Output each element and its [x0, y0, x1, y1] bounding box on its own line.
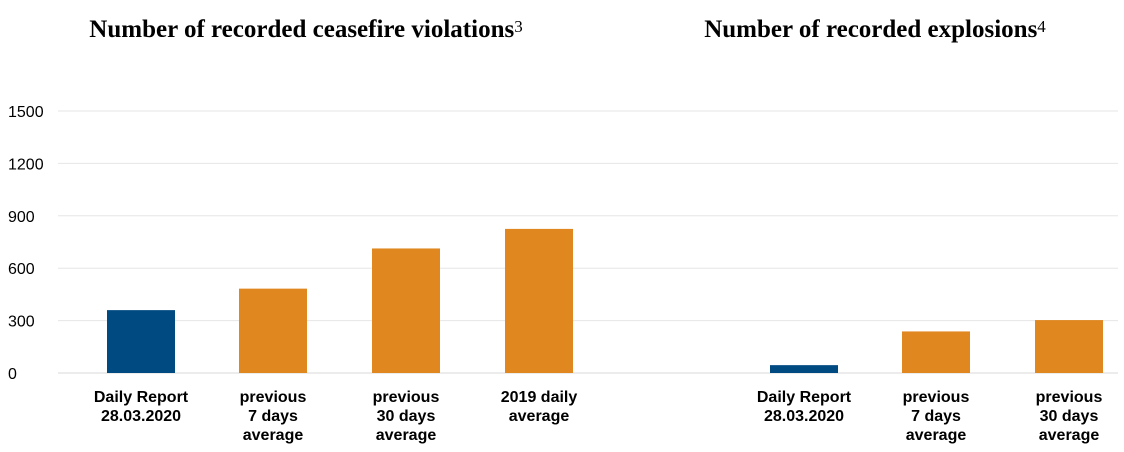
x-category-label: 28.03.2020	[764, 408, 844, 425]
x-category-label: average	[1039, 427, 1100, 444]
bar-explosions-0	[770, 365, 838, 373]
x-category-label: 2019 daily	[501, 389, 578, 406]
bar-ceasefire-3	[505, 228, 573, 373]
y-tick-label: 300	[8, 314, 35, 331]
y-tick-label: 0	[8, 366, 17, 383]
chart-title-explosions: Number of recorded explosions4	[704, 16, 1046, 43]
y-tick-label: 1200	[8, 156, 44, 173]
x-category-label: Daily Report	[757, 389, 852, 406]
bar-explosions-2	[1035, 320, 1103, 373]
bar-explosions-1	[902, 331, 970, 373]
x-category-label: 30 days	[377, 408, 436, 425]
x-category-label: 28.03.2020	[101, 408, 181, 425]
x-category-label: previous	[903, 389, 970, 406]
bar-ceasefire-0	[107, 310, 175, 373]
x-category-label: average	[509, 408, 570, 425]
x-category-label: 7 days	[911, 408, 961, 425]
x-category-label: previous	[373, 389, 440, 406]
x-category-label: previous	[1036, 389, 1103, 406]
x-category-label: 30 days	[1040, 408, 1099, 425]
y-tick-label: 1500	[8, 104, 44, 121]
x-category-label: average	[376, 427, 437, 444]
footnote-marker-4: 4	[1037, 17, 1046, 36]
bar-ceasefire-2	[372, 248, 440, 373]
y-tick-label: 600	[8, 261, 35, 278]
x-category-label: previous	[240, 389, 307, 406]
chart-title-ceasefire-violations: Number of recorded ceasefire violations3	[89, 16, 523, 43]
x-category-label: average	[243, 427, 304, 444]
y-tick-label: 900	[8, 209, 35, 226]
bar-ceasefire-1	[239, 288, 307, 373]
x-category-label: average	[906, 427, 967, 444]
x-category-label: 7 days	[248, 408, 298, 425]
footnote-marker-3: 3	[514, 17, 523, 36]
x-category-label: Daily Report	[94, 389, 189, 406]
